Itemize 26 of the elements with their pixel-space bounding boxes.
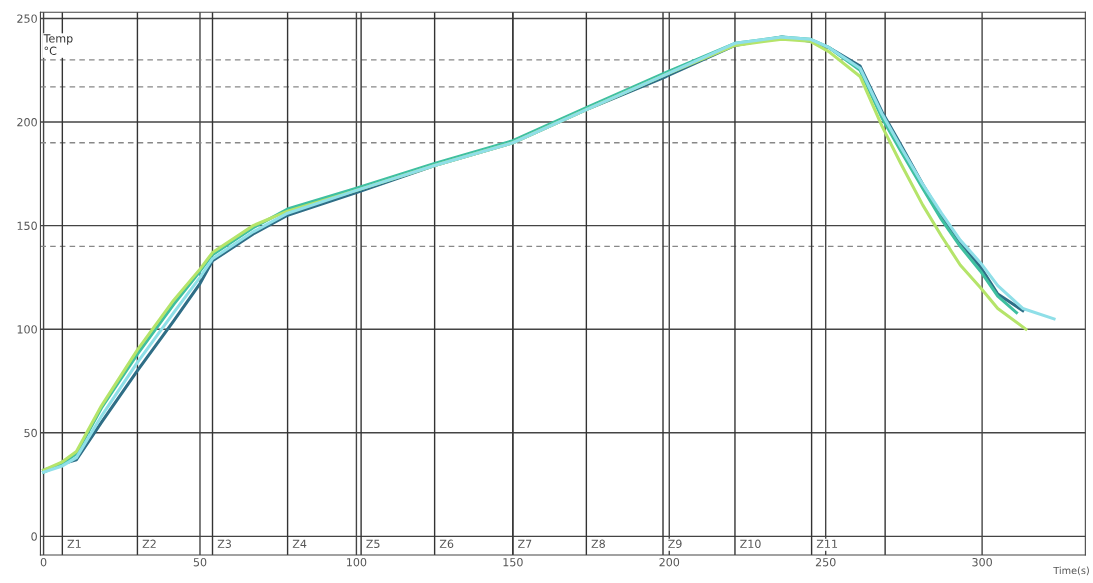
ref-line-label: Z10 (740, 539, 761, 548)
y-tick-label: 100 (17, 325, 37, 334)
y-tick-label: 200 (17, 118, 37, 127)
ref-line-label: Z9 (668, 539, 682, 548)
x-tick-label: 150 (503, 557, 523, 567)
ref-line-label: Z8 (591, 539, 605, 548)
ref-line-label: Z7 (518, 539, 532, 548)
x-tick-label: 300 (972, 557, 992, 567)
x-tick-label: 250 (815, 557, 836, 567)
ref-line-label: Z3 (217, 539, 231, 548)
x-tick-label: 200 (659, 557, 680, 567)
y-tick-label: 0 (31, 532, 37, 541)
ref-line-label: Z5 (366, 539, 380, 548)
x-tick-label: 100 (347, 557, 367, 567)
y-axis-title: Temp °C (43, 34, 73, 55)
ref-line-label: Z1 (67, 539, 81, 548)
ref-line-label: Z2 (142, 539, 156, 548)
x-tick-label: 50 (193, 557, 207, 567)
ref-line-label: Z4 (292, 539, 307, 548)
x-axis-title: Time(s) (1053, 566, 1089, 576)
ref-line-label: Z6 (439, 539, 454, 548)
y-tick-label: 250 (17, 14, 37, 23)
ref-line-label: Z11 (816, 539, 838, 548)
x-tick-label: 0 (40, 557, 47, 567)
y-tick-label: 150 (17, 221, 37, 230)
y-tick-label: 50 (24, 428, 37, 438)
